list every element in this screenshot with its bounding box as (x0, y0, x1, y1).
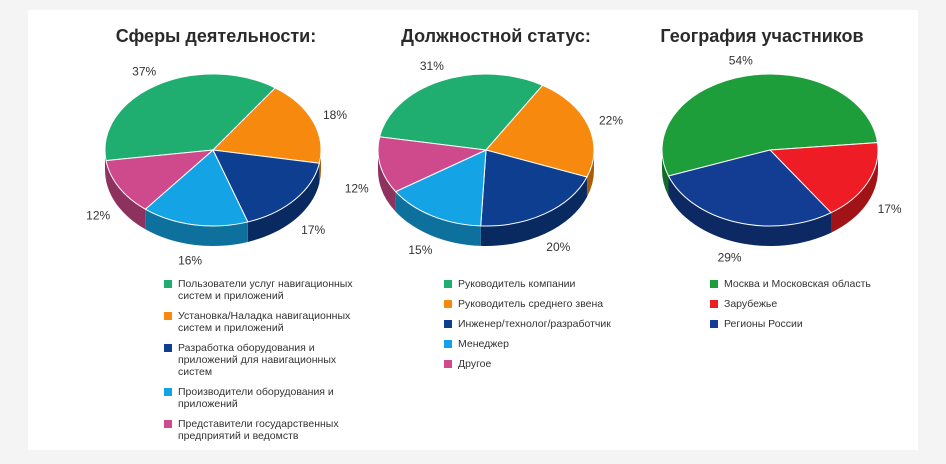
legend-swatch (164, 388, 172, 396)
pie-side-walls (662, 150, 878, 246)
pie-slice (485, 84, 595, 178)
legend-item: Производители оборудования и приложений (164, 386, 364, 410)
legend-label: Инженер/технолог/разработчик (458, 318, 611, 330)
pie-slice (377, 136, 488, 193)
pie-chart-svg: 54% 17% 29% (661, 53, 902, 265)
legend-label: Представители государственных предприяти… (178, 418, 339, 442)
legend-item: Зарубежье (710, 298, 910, 310)
pie-percent-label: 12% (86, 208, 110, 222)
pie-percent-label: 15% (408, 243, 432, 257)
legend-item: Инженер/технолог/разработчик (444, 318, 644, 330)
pie-slice-side (145, 209, 248, 246)
legend-item: Другое (444, 358, 644, 370)
pie-slice (211, 87, 322, 164)
pie-percent-label: 37% (132, 65, 156, 79)
legend-label: Разработка оборудования и приложений для… (178, 342, 337, 378)
pie-chart-svg: 37% 18% 17% 16% 12% (86, 65, 347, 268)
pie-slice-side (247, 163, 320, 242)
pie-slice (667, 149, 832, 227)
pie-slice (379, 73, 544, 151)
chart-legend: Москва и Московская область Зарубежье Реги… (710, 278, 910, 338)
chart-title: Должностной статус: (401, 26, 591, 46)
pie-slice (480, 149, 588, 227)
pie-slice (394, 149, 487, 227)
legend-label: Другое (458, 358, 492, 370)
legend-label: Установка/Наладка навигационных систем и… (178, 310, 351, 334)
legend-swatch (164, 280, 172, 288)
pie-chart-activity-spheres: Сферы деятельности: 37% 18% 17% 16% 12% Поль… (68, 10, 364, 450)
pie-chart-participant-geography: География участников 54% 17% 29% Москва и … (614, 10, 910, 450)
legend-swatch (444, 340, 452, 348)
legend-item: Руководитель среднего звена (444, 298, 644, 310)
pie-percent-label: 12% (345, 182, 369, 196)
legend-label: Регионы России (724, 318, 803, 330)
legend-item: Пользователи услуг навигационных систем … (164, 278, 364, 302)
pie-slice (105, 149, 215, 210)
legend-item: Менеджер (444, 338, 644, 350)
pie-percent-label: 31% (420, 59, 444, 73)
pie-slice-side (831, 150, 878, 233)
pie-slice (104, 73, 277, 162)
pie-slice (661, 73, 879, 177)
legend-label: Менеджер (458, 338, 509, 350)
chart-title: География участников (660, 26, 864, 46)
pie-percent-label: 18% (323, 108, 347, 122)
pie-percent-label: 16% (178, 254, 202, 268)
pie-slice (768, 142, 879, 214)
pie-percent-label: 29% (718, 251, 742, 265)
legend-swatch (710, 280, 718, 288)
pie-percent-label: 22% (599, 113, 623, 127)
pie-chart-svg: 31% 22% 20% 15% 12% (345, 59, 624, 257)
legend-label: Зарубежье (724, 298, 778, 310)
legend-swatch (710, 300, 718, 308)
legend-label: Производители оборудования и приложений (178, 386, 334, 410)
pie-percent-label: 54% (729, 53, 753, 67)
legend-swatch (710, 320, 718, 328)
legend-swatch (444, 300, 452, 308)
legend-swatch (444, 360, 452, 368)
legend-item: Установка/Наладка навигационных систем и… (164, 310, 364, 334)
pie-slice (144, 149, 249, 227)
pie-chart-position-status: Должностной статус: 31% 22% 20% 15% 12% Руко… (345, 10, 644, 450)
legend-item: Руководитель компании (444, 278, 644, 290)
legend-item: Представители государственных предприяти… (164, 418, 364, 442)
legend-swatch (164, 312, 172, 320)
legend-swatch (164, 420, 172, 428)
legend-item: Регионы России (710, 318, 910, 330)
legend-label: Пользователи услуг навигационных систем … (178, 278, 353, 302)
legend-label: Руководитель среднего звена (458, 298, 604, 310)
pie-slice-side (395, 191, 481, 246)
chart-title: Сферы деятельности: (115, 26, 317, 46)
chart-legend: Руководитель компании Руководитель средне… (444, 278, 644, 378)
legend-swatch (444, 320, 452, 328)
pie-slice-side (480, 176, 587, 246)
charts-canvas: Сферы деятельности: 37% 18% 17% 16% 12% Поль… (28, 10, 918, 450)
pie-slice-side (586, 150, 594, 197)
legend-swatch (164, 344, 172, 352)
legend-label: Москва и Московская область (724, 278, 871, 290)
legend-label: Руководитель компании (458, 278, 576, 290)
legend-swatch (444, 280, 452, 288)
pie-percent-label: 17% (878, 202, 902, 216)
legend-item: Москва и Московская область (710, 278, 910, 290)
legend-item: Разработка оборудования и приложений для… (164, 342, 364, 378)
pie-percent-label: 20% (546, 240, 570, 254)
pie-slice-side (668, 175, 832, 246)
chart-legend: Пользователи услуг навигационных систем … (164, 278, 364, 450)
pie-slice-side (662, 150, 669, 196)
pie-percent-label: 17% (301, 223, 325, 237)
